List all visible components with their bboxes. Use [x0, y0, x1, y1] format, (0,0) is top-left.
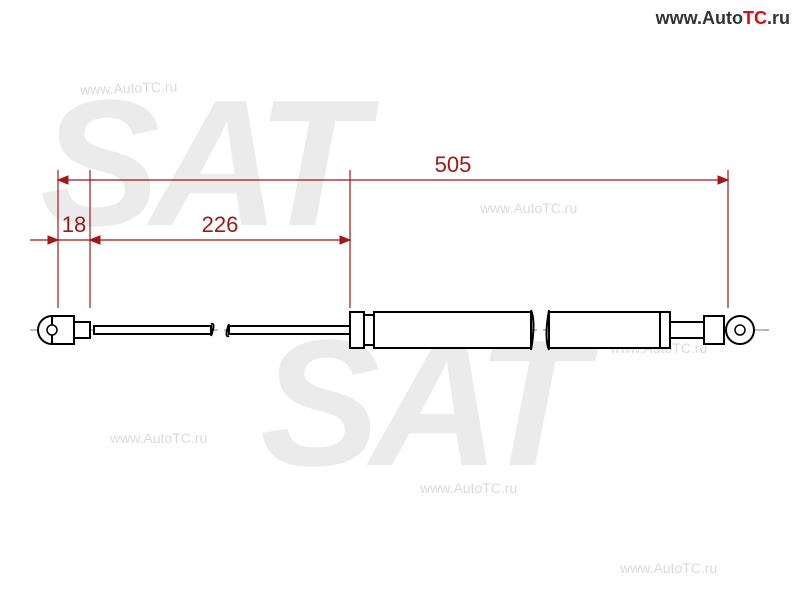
badge-suffix: .ru — [767, 8, 790, 28]
svg-text:505: 505 — [435, 152, 472, 177]
diagram-svg: 505 226 18 — [20, 140, 780, 420]
watermark-url: www.AutoTC.ru — [620, 560, 717, 576]
watermark-url: www.AutoTC.ru — [80, 78, 178, 97]
svg-text:226: 226 — [202, 212, 239, 237]
watermark-url: www.AutoTC.ru — [110, 430, 207, 446]
gas-strut-diagram: 505 226 18 — [20, 140, 780, 420]
source-url-badge: www.AutoTC.ru — [656, 8, 790, 29]
svg-text:18: 18 — [62, 212, 86, 237]
watermark-url: www.AutoTC.ru — [420, 480, 517, 496]
badge-main: Auto — [702, 8, 743, 28]
badge-prefix: www. — [656, 8, 702, 28]
badge-accent: TC — [743, 8, 767, 28]
